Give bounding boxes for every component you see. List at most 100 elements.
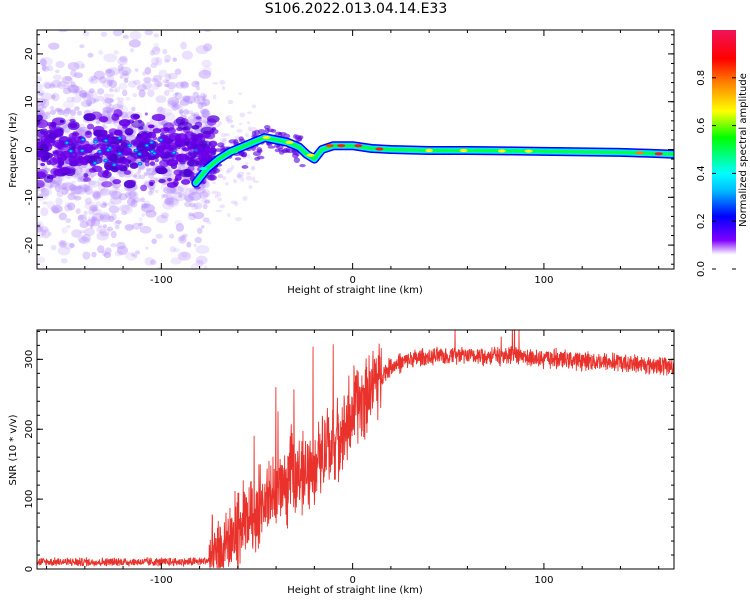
spectral-strong-blob xyxy=(129,161,138,170)
spectral-core-blob xyxy=(107,149,110,152)
spectral-noise-blob xyxy=(57,109,66,116)
colorbar-label: Normalized spectral amplitude xyxy=(738,73,749,227)
spectral-noise-blob xyxy=(88,209,95,215)
spectral-noise-blob xyxy=(182,96,191,103)
spectral-noise-blob xyxy=(72,86,84,94)
spectral-noise-blob xyxy=(106,79,113,87)
spectral-noise-blob xyxy=(92,191,102,200)
spectral-strong-blob xyxy=(83,177,92,182)
spectral-noise-blob xyxy=(67,61,80,71)
spectral-noise-blob xyxy=(164,197,175,206)
spectral-noise-blob xyxy=(58,108,64,114)
spectral-strong-blob xyxy=(39,143,49,153)
spectral-noise-blob xyxy=(62,123,69,129)
spectral-core-blob xyxy=(128,144,131,147)
spectral-noise-blob xyxy=(134,250,141,255)
spectral-noise-blob xyxy=(97,245,105,254)
spectral-noise-blob xyxy=(167,72,178,80)
spectral-noise-blob xyxy=(160,184,167,192)
spectral-noise-blob xyxy=(96,120,101,125)
spectral-noise-blob xyxy=(156,214,168,224)
spectral-noise-blob xyxy=(183,109,189,116)
spectral-noise-blob xyxy=(91,206,98,212)
spectral-noise-blob xyxy=(145,167,151,172)
spectral-strong-blob xyxy=(131,120,145,129)
spectral-strong-blob xyxy=(122,124,128,129)
spectral-noise-blob xyxy=(66,96,75,103)
spectral-noise-blob xyxy=(219,79,226,85)
ridge-halo-blob xyxy=(266,142,273,147)
spectral-noise-blob xyxy=(110,230,117,239)
spectral-core-blob xyxy=(118,137,121,140)
spectral-noise-blob xyxy=(99,228,103,233)
spectral-noise-blob xyxy=(169,233,175,239)
spectral-noise-blob xyxy=(54,107,61,112)
spectral-noise-blob xyxy=(154,189,159,194)
spectral-noise-blob xyxy=(88,88,95,94)
spectral-noise-blob xyxy=(52,180,57,185)
spectral-strong-blob xyxy=(48,157,58,166)
spectral-noise-blob xyxy=(202,121,208,128)
spectral-noise-blob xyxy=(114,250,123,257)
spectral-noise-blob xyxy=(88,180,96,186)
spectral-noise-blob xyxy=(222,138,227,142)
spectral-noise-blob xyxy=(177,251,192,261)
spectral-noise-blob xyxy=(111,103,124,112)
spectral-core-blob xyxy=(81,149,84,152)
spectral-noise-blob xyxy=(201,225,205,229)
spectral-noise-blob xyxy=(133,274,137,278)
spectral-noise-blob xyxy=(75,173,82,179)
spectral-noise-blob xyxy=(117,57,128,66)
spectral-noise-blob xyxy=(49,105,55,111)
spectral-noise-blob xyxy=(103,53,118,63)
spectral-noise-blob xyxy=(155,56,163,66)
spectral-noise-blob xyxy=(191,80,200,88)
spectral-noise-blob xyxy=(99,230,109,237)
spectral-noise-blob xyxy=(106,106,112,113)
spectral-noise-blob xyxy=(199,108,208,115)
spectral-noise-blob xyxy=(168,88,175,93)
spectral-noise-blob xyxy=(203,98,211,106)
ridge-hotspot xyxy=(199,167,208,171)
spectral-noise-blob xyxy=(93,70,105,80)
spectral-noise-blob xyxy=(178,109,185,114)
spectral-noise-blob xyxy=(91,251,97,258)
spectral-core-blob xyxy=(159,138,163,141)
spectral-noise-blob xyxy=(171,104,179,111)
ridge-hotspots xyxy=(199,135,663,171)
spectral-noise-blob xyxy=(52,74,62,81)
spectral-noise-blob xyxy=(174,92,183,101)
spectral-noise-blob xyxy=(102,79,113,88)
spectral-noise-blob xyxy=(109,107,115,112)
spectral-core-blob xyxy=(65,141,68,144)
spectral-noise-blob xyxy=(110,186,121,194)
spectral-noise-blob xyxy=(188,214,197,221)
spectral-strong-blob xyxy=(133,140,138,145)
colorbar-tick-label: 0.8 xyxy=(696,70,707,86)
spectral-noise-blob xyxy=(238,92,243,95)
spectral-noise-blob xyxy=(104,97,114,104)
spectral-noise-blob xyxy=(105,68,112,74)
figure-title: S106.2022.013.04.14.E33 xyxy=(264,1,448,17)
spectral-noise-blob xyxy=(41,105,47,110)
spectral-noise-blob xyxy=(153,33,160,38)
spectral-strong-blob xyxy=(37,114,43,121)
ridge-hotspot xyxy=(524,149,533,153)
spectral-noise-blob xyxy=(92,191,100,201)
spectral-noise-blob xyxy=(90,218,101,227)
spectral-noise-blob xyxy=(37,256,46,264)
spectral-noise-blob xyxy=(81,19,89,26)
spectral-noise-blob xyxy=(175,81,185,89)
spectral-noise-blob xyxy=(74,195,78,200)
spectral-noise-blob xyxy=(149,49,155,56)
spectral-noise-blob xyxy=(112,88,118,93)
spectral-noise-blob xyxy=(142,81,152,90)
spectral-noise-blob xyxy=(83,184,91,193)
spectral-noise-blob xyxy=(108,93,115,98)
spectral-noise-blob xyxy=(225,170,230,174)
spectral-strong-blob xyxy=(177,121,193,131)
spectral-noise-blob xyxy=(150,259,157,265)
spectral-noise-blob xyxy=(90,175,94,179)
spectral-noise-blob xyxy=(70,81,76,88)
spectral-noise-blob xyxy=(183,193,195,202)
